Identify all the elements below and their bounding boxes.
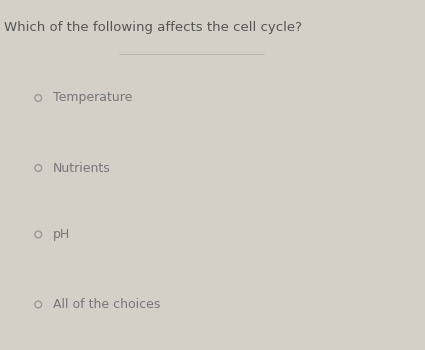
Text: Which of the following affects the cell cycle?: Which of the following affects the cell …	[4, 21, 302, 34]
Text: All of the choices: All of the choices	[53, 298, 161, 311]
Text: Temperature: Temperature	[53, 91, 133, 105]
Text: pH: pH	[53, 228, 71, 241]
Text: Nutrients: Nutrients	[53, 161, 111, 175]
